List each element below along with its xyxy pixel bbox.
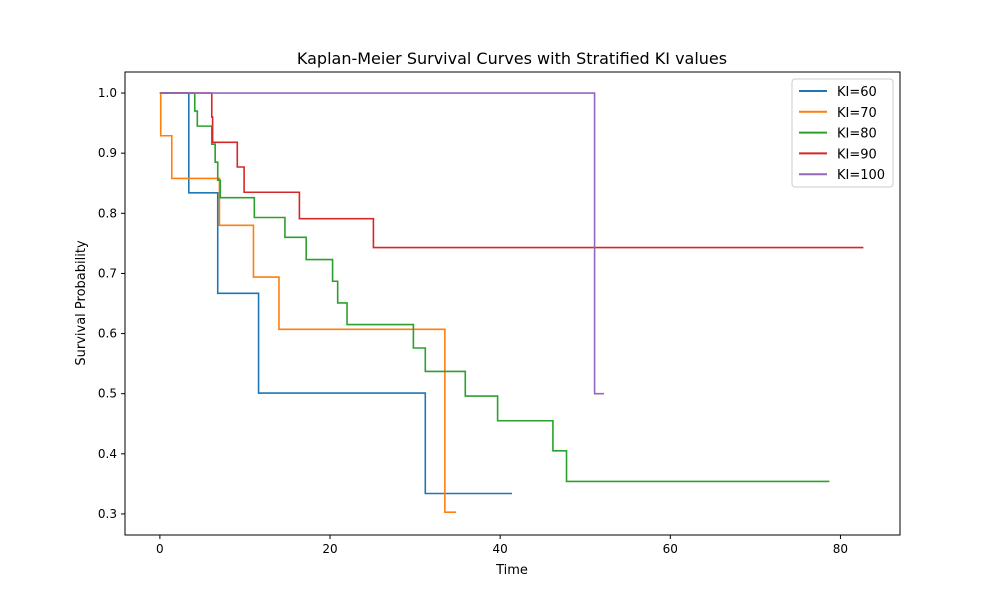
x-axis: 0 20 40 60 80 — [156, 535, 848, 556]
legend-label: KI=60 — [837, 85, 877, 100]
chart-title: Kaplan-Meier Survival Curves with Strati… — [297, 49, 727, 68]
series-line-ki-60 — [159, 92, 513, 495]
y-tick-label: 0.7 — [98, 266, 117, 280]
x-axis-label: Time — [495, 563, 528, 578]
legend-label: KI=100 — [837, 168, 885, 183]
y-tick-label: 0.6 — [98, 327, 117, 341]
series-line-ki-90 — [159, 92, 864, 249]
y-axis-label: Survival Probability — [74, 240, 89, 366]
legend-box — [791, 78, 894, 188]
y-tick-label: 0.4 — [98, 447, 117, 461]
x-tick-label: 20 — [322, 542, 337, 556]
plot-frame — [124, 71, 901, 536]
x-tick-label: 0 — [156, 542, 164, 556]
legend-label: KI=80 — [837, 127, 877, 142]
y-tick-label: 1.0 — [98, 86, 117, 100]
y-tick-label: 0.8 — [98, 206, 117, 220]
y-tick-label: 0.3 — [98, 507, 117, 521]
plot-area — [159, 92, 864, 513]
y-tick-label: 0.5 — [98, 387, 117, 401]
x-tick-label: 40 — [493, 542, 508, 556]
legend: KI=60 KI=70 KI=80 KI=90 KI=100 — [791, 78, 894, 188]
x-tick-label: 80 — [833, 542, 848, 556]
series-line-ki-100 — [159, 92, 604, 395]
legend-label: KI=70 — [837, 106, 877, 121]
legend-label: KI=90 — [837, 147, 877, 162]
y-tick-label: 0.9 — [98, 146, 117, 160]
series-line-ki-70 — [159, 92, 456, 513]
x-tick-label: 60 — [663, 542, 678, 556]
y-axis: 0.3 0.4 0.5 0.6 0.7 0.8 0.9 1.0 — [98, 86, 125, 521]
series-line-ki-80 — [159, 92, 830, 483]
